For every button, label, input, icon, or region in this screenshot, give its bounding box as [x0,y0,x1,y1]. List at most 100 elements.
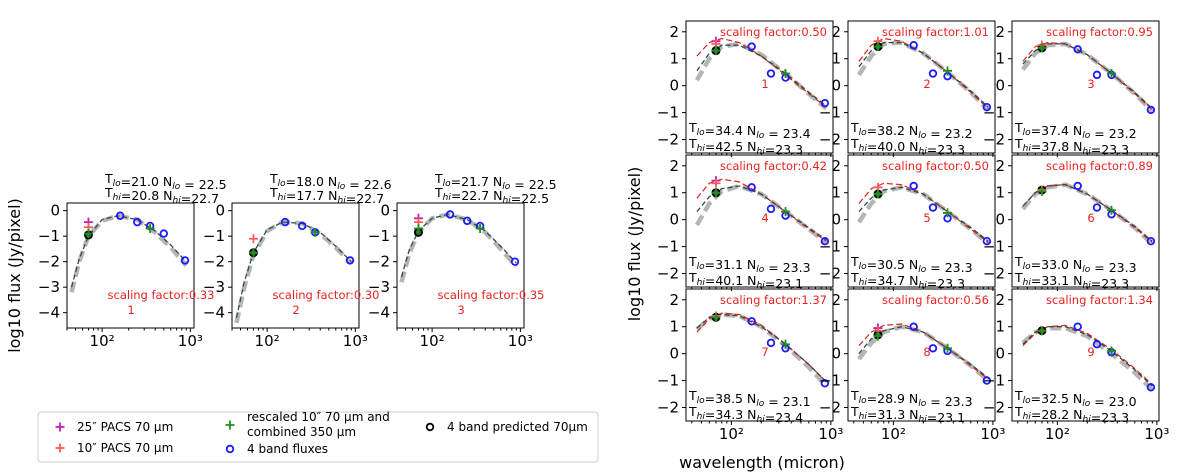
rescaled-point [873,189,883,199]
model-red-line [1022,324,1153,386]
panel-frame [396,202,525,329]
model-red-line [1022,42,1153,111]
ytick-label: 1 [669,184,679,202]
four-band-point [982,103,992,112]
ytick-label: −2 [819,399,841,417]
scaling-factor: scaling factor:0.35 [438,288,545,302]
legend-label: 4 band fluxes [247,442,328,456]
params-line2: Thi=34.3 Nhi=23.4 [688,404,803,425]
legend: 25″ PACS 70 μm 10″ PACS 70 μm rescaled 10″… [37,410,599,463]
model-dark-line [696,44,827,107]
ytick-label: 1 [831,184,841,202]
params-line1: Tlo=28.9 Nlo = 23.3 [850,388,973,409]
rescaled-point [83,229,93,239]
ytick-label: −2 [983,265,1005,283]
ytick-label: 1 [995,318,1005,336]
ytick-label: −2 [657,265,679,283]
rescaled-point [1107,69,1117,79]
rescaled-point [1107,346,1117,356]
panel-number: 1 [761,77,768,91]
scaling-factor: scaling factor:0.95 [1046,25,1153,39]
four-band-point [766,204,776,214]
panel-frame [1011,288,1160,422]
xtick-label: 10³ [1144,425,1169,443]
right-panel-4: −2 −1 0 1 2 scaling factor:0.42 4 Tlo=31.1 Nlo … [657,154,834,291]
four-band-point [1146,237,1156,246]
model-red-line [858,323,989,380]
four-band-point [766,338,776,348]
xtick-label: 10³ [343,332,368,350]
ytick-label: −1 [203,227,225,245]
ytick-label: 2 [669,291,679,309]
model-dark-line [1022,43,1153,110]
ytick-label: 2 [995,291,1005,309]
scaling-factor: scaling factor:0.50 [720,25,827,39]
four-band-point [1092,70,1102,80]
panel-frame [685,288,834,422]
legend-marker [225,444,235,454]
right-figure: −2 −1 0 1 2 scaling factor:0.50 1 Tlo=34.4 Nlo … [625,20,1169,472]
ytick-label: −3 [203,278,225,296]
legend-item-four_band: 4 band fluxes [225,442,328,456]
rescaled-point [1037,326,1047,336]
four-band-point [1092,203,1102,212]
four-band-point [909,181,918,191]
ytick-label: −2 [983,399,1005,417]
legend-marker [425,422,435,432]
scaling-factor: scaling factor:0.56 [882,293,989,307]
panel-number: 7 [761,345,768,359]
xtick-label: 10³ [818,425,843,443]
legend-item-pacs10: 10″ PACS 70 μm [55,441,173,455]
ytick-label: −3 [38,278,60,296]
params-line1: Tlo=30.5 Nlo = 23.3 [850,254,973,275]
params-line1: Tlo=21.7 Nlo = 22.5 [434,171,557,192]
x-axis-label: wavelength (micron) [679,453,845,472]
four-band-point [928,69,938,78]
pacs10-point [711,178,721,188]
rescaled-point [1107,205,1117,215]
rescaled-point [475,224,485,234]
xtick-label: 10² [719,425,744,443]
xtick-label: 10² [1045,425,1070,443]
ytick-label: 2 [831,291,841,309]
ytick-label: −2 [657,131,679,149]
right-panel-3: −2 −1 0 1 2 scaling factor:0.95 3 Tlo=37.4 Nlo … [983,20,1160,157]
rescaled-point [413,224,423,234]
params-line1: Tlo=34.4 Nlo = 23.4 [688,120,811,141]
rescaled-point [943,208,953,218]
legend-marker [55,422,65,432]
model-dark-line [1022,183,1153,242]
panel-frame [1011,154,1160,288]
model-red-line [696,37,827,108]
ytick-label: 2 [669,23,679,41]
legend-label: rescaled 10″ 70 μm and [247,410,390,424]
right-panel-7: −2 −1 0 1 2 10² 10³ scaling factor:1.37 7 Tlo=38.… [657,288,843,443]
params-line1: Tlo=38.5 Nlo = 23.1 [688,388,811,409]
four-band-point [909,322,918,331]
ytick-label: −4 [203,304,225,322]
rescaled-point [781,339,791,349]
rescaled-point [873,42,883,52]
model-red-line [696,312,827,383]
panel-frame [685,154,834,288]
ytick-label: −1 [657,104,679,122]
ytick-label: 0 [995,345,1005,363]
four-band-point [928,344,938,353]
rescaled-point [711,312,721,322]
four-band-point [820,98,830,108]
legend-item-pred70: 4 band predicted 70μm [425,420,588,434]
ytick-label: −2 [983,131,1005,149]
params-line2: Thi=28.2 Nhi=23.3 [1014,404,1129,425]
params-line2: Thi=33.1 Nhi=23.3 [1014,270,1129,291]
ytick-label: −1 [983,238,1005,256]
right-panel-9: −2 −1 0 1 2 10² 10³ scaling factor:1.34 9 Tlo=32.… [983,288,1169,443]
ytick-label: −3 [368,278,390,296]
ytick-label: −1 [819,104,841,122]
rescaled-point [1037,43,1047,53]
four-band-point [820,237,830,246]
model-red-line [696,178,827,242]
ytick-label: 0 [669,211,679,229]
pacs10-point [248,234,258,244]
rescaled-point [310,227,320,237]
ytick-label: 0 [215,202,225,220]
